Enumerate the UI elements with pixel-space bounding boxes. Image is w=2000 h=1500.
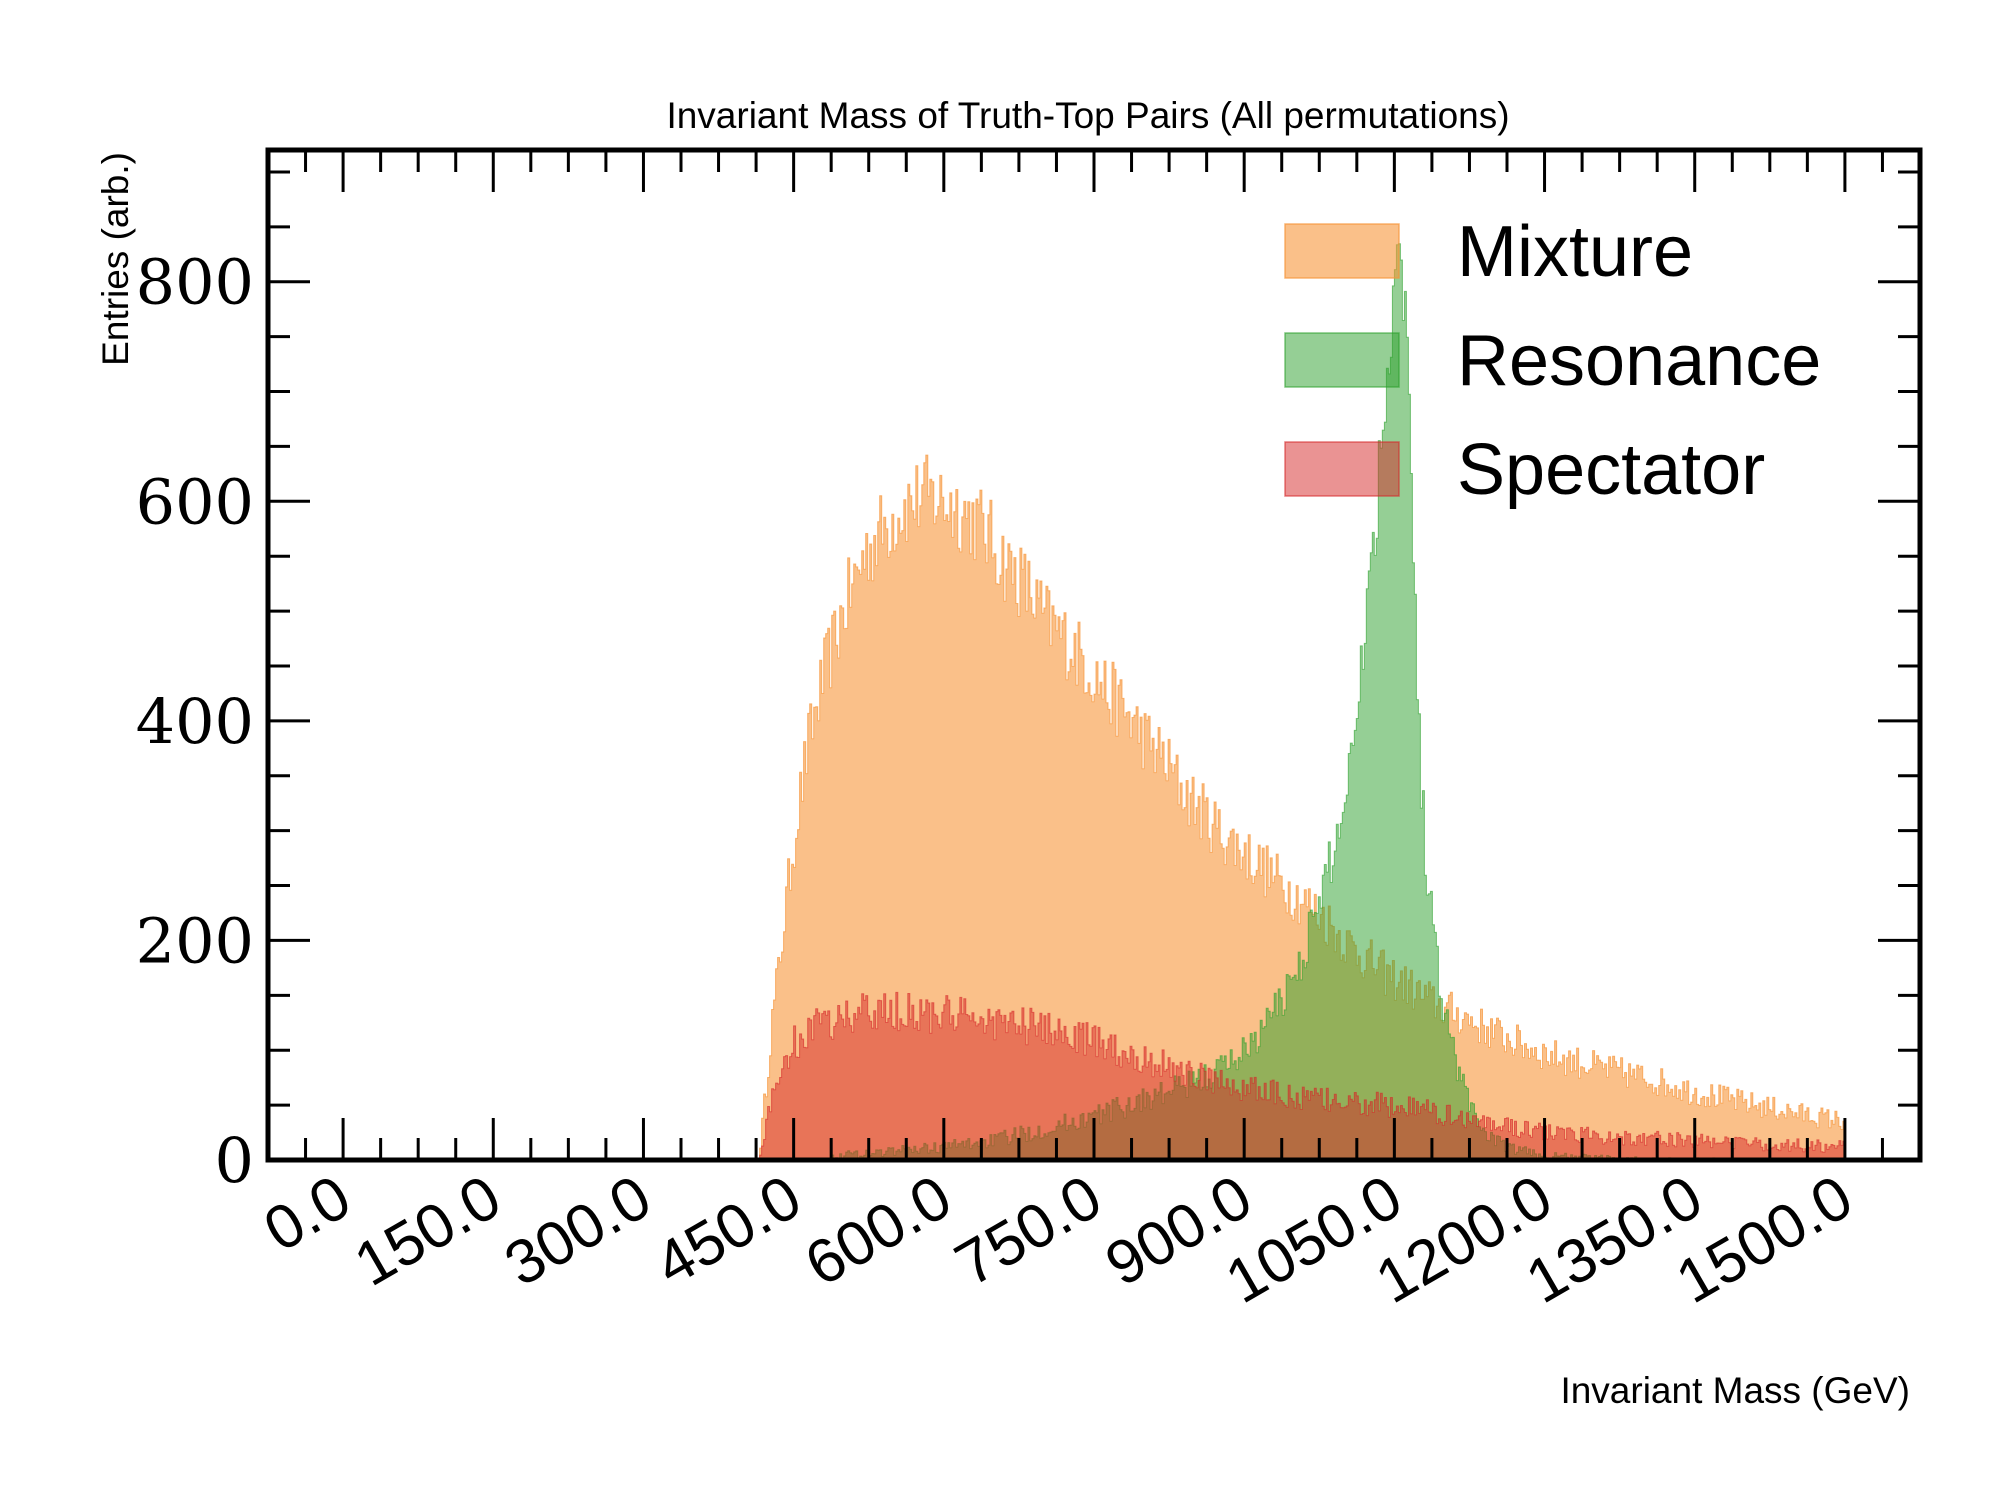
- x-tick-label: 1500.0: [1665, 1162, 1864, 1317]
- legend-label-mixture: Mixture: [1457, 212, 1693, 292]
- axis-ticks: [266, 150, 1922, 1162]
- x-tick-labels: 0.0150.0300.0450.0600.0750.0900.01050.01…: [253, 1162, 1864, 1317]
- y-tick-label: 400: [136, 685, 254, 758]
- series-spectator-bars: [343, 991, 1846, 1161]
- y-tick-label: 0: [215, 1124, 254, 1197]
- x-tick-label: 0.0: [253, 1162, 362, 1265]
- x-axis-label: Invariant Mass (GeV): [1560, 1370, 1910, 1411]
- x-tick-label: 750.0: [944, 1162, 1113, 1299]
- legend-label-spectator: Spectator: [1457, 430, 1765, 510]
- x-tick-label: 150.0: [343, 1162, 512, 1299]
- y-axis-label: Entries (arb.): [95, 152, 136, 366]
- y-tick-label: 200: [136, 904, 254, 977]
- legend: Mixture Resonance Spectator: [1284, 212, 1821, 510]
- x-tick-label: 1350.0: [1515, 1162, 1714, 1317]
- x-tick-label: 1050.0: [1215, 1162, 1414, 1317]
- y-tick-label: 600: [136, 465, 254, 538]
- legend-swatch-mixture: [1284, 223, 1400, 279]
- x-tick-label: 600.0: [794, 1162, 963, 1299]
- legend-swatch-spectator: [1284, 441, 1400, 497]
- chart-title: Invariant Mass of Truth-Top Pairs (All p…: [666, 95, 1509, 136]
- series-mixture-bars: [343, 454, 1846, 1161]
- x-tick-label: 1200.0: [1365, 1162, 1564, 1317]
- x-tick-label: 450.0: [644, 1162, 813, 1299]
- y-tick-labels: 0 200 400 600 800: [136, 246, 254, 1197]
- y-tick-label: 800: [136, 246, 254, 319]
- plot-frame: [265, 147, 1923, 1163]
- legend-label-resonance: Resonance: [1457, 321, 1821, 401]
- x-tick-label: 300.0: [494, 1162, 663, 1299]
- legend-swatch-resonance: [1284, 332, 1400, 388]
